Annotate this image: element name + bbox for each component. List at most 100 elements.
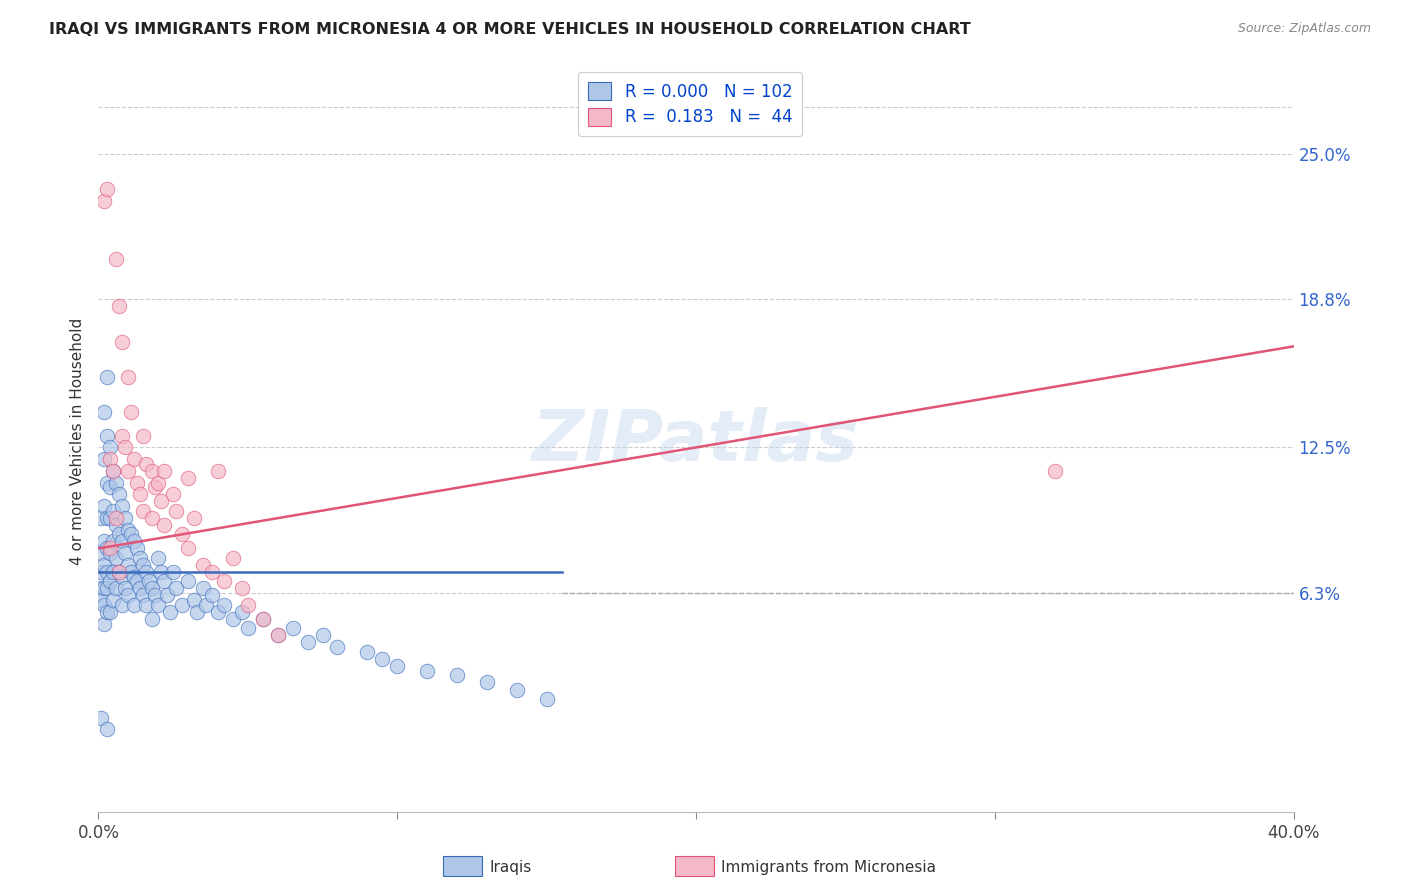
Point bbox=[93, 558, 115, 572]
Point bbox=[90, 565, 112, 579]
Point bbox=[114, 441, 136, 455]
Point bbox=[416, 664, 439, 678]
Point bbox=[93, 194, 115, 208]
Point bbox=[129, 582, 152, 596]
Point bbox=[177, 574, 200, 589]
Point bbox=[141, 612, 163, 626]
Point bbox=[96, 475, 118, 490]
Point bbox=[111, 499, 134, 513]
Point bbox=[195, 598, 218, 612]
Point bbox=[129, 550, 152, 565]
Point bbox=[96, 182, 118, 196]
Point bbox=[117, 370, 139, 384]
Point bbox=[135, 457, 157, 471]
Point bbox=[186, 605, 208, 619]
Point bbox=[103, 464, 125, 478]
Point bbox=[207, 464, 229, 478]
Point bbox=[108, 565, 131, 579]
Point bbox=[108, 527, 131, 541]
Point bbox=[132, 589, 155, 603]
Point bbox=[222, 612, 245, 626]
Text: Source: ZipAtlas.com: Source: ZipAtlas.com bbox=[1237, 22, 1371, 36]
Point bbox=[141, 464, 163, 478]
Point bbox=[183, 511, 205, 525]
Point bbox=[153, 464, 176, 478]
Point bbox=[1043, 464, 1066, 478]
Point bbox=[536, 692, 558, 706]
Point bbox=[103, 464, 125, 478]
Point bbox=[141, 511, 163, 525]
Point bbox=[120, 405, 142, 419]
Point bbox=[162, 487, 184, 501]
Point bbox=[148, 475, 170, 490]
Text: ZIPatlas: ZIPatlas bbox=[533, 407, 859, 476]
Y-axis label: 4 or more Vehicles in Household: 4 or more Vehicles in Household bbox=[69, 318, 84, 566]
Point bbox=[132, 558, 155, 572]
Point bbox=[111, 598, 134, 612]
Point bbox=[108, 565, 131, 579]
Point bbox=[148, 598, 170, 612]
Point bbox=[96, 511, 118, 525]
Point bbox=[111, 570, 134, 584]
Legend: R = 0.000   N = 102, R =  0.183   N =  44: R = 0.000 N = 102, R = 0.183 N = 44 bbox=[578, 72, 803, 136]
Point bbox=[201, 589, 224, 603]
Point bbox=[93, 598, 115, 612]
Point bbox=[212, 574, 235, 589]
Point bbox=[98, 511, 122, 525]
Text: Iraqis: Iraqis bbox=[489, 860, 531, 874]
Point bbox=[252, 612, 274, 626]
Point bbox=[165, 504, 187, 518]
Point bbox=[93, 405, 115, 419]
Text: Immigrants from Micronesia: Immigrants from Micronesia bbox=[721, 860, 936, 874]
Point bbox=[111, 534, 134, 549]
Point bbox=[96, 541, 118, 556]
Point bbox=[124, 570, 146, 584]
Point bbox=[172, 598, 194, 612]
Point bbox=[159, 605, 181, 619]
Point bbox=[475, 675, 498, 690]
Point bbox=[148, 550, 170, 565]
Point bbox=[93, 452, 115, 467]
Point bbox=[129, 487, 152, 501]
Point bbox=[143, 480, 166, 494]
Point bbox=[96, 565, 118, 579]
Point bbox=[103, 565, 125, 579]
Point bbox=[267, 628, 290, 642]
Point bbox=[135, 565, 157, 579]
Point bbox=[252, 612, 274, 626]
Point bbox=[98, 546, 122, 560]
Point bbox=[124, 452, 146, 467]
Point bbox=[127, 541, 149, 556]
Point bbox=[127, 574, 149, 589]
Point bbox=[165, 582, 187, 596]
Point bbox=[150, 565, 173, 579]
Point bbox=[111, 334, 134, 349]
Point bbox=[96, 370, 118, 384]
Point bbox=[96, 428, 118, 442]
Point bbox=[172, 527, 194, 541]
Point bbox=[153, 518, 176, 533]
Point bbox=[114, 511, 136, 525]
Point bbox=[150, 494, 173, 508]
Point bbox=[103, 534, 125, 549]
Point bbox=[90, 593, 112, 607]
Point bbox=[96, 582, 118, 596]
Point bbox=[446, 668, 468, 682]
Point bbox=[371, 652, 394, 666]
Point bbox=[177, 471, 200, 485]
Point bbox=[135, 598, 157, 612]
Point bbox=[183, 593, 205, 607]
Point bbox=[132, 428, 155, 442]
Point bbox=[90, 511, 112, 525]
Point bbox=[162, 565, 184, 579]
Point bbox=[103, 504, 125, 518]
Point bbox=[98, 574, 122, 589]
Point bbox=[93, 534, 115, 549]
Point bbox=[326, 640, 349, 655]
Point bbox=[108, 487, 131, 501]
Point bbox=[231, 582, 253, 596]
Text: IRAQI VS IMMIGRANTS FROM MICRONESIA 4 OR MORE VEHICLES IN HOUSEHOLD CORRELATION : IRAQI VS IMMIGRANTS FROM MICRONESIA 4 OR… bbox=[49, 22, 972, 37]
Point bbox=[222, 550, 245, 565]
Point bbox=[177, 541, 200, 556]
Point bbox=[385, 659, 409, 673]
